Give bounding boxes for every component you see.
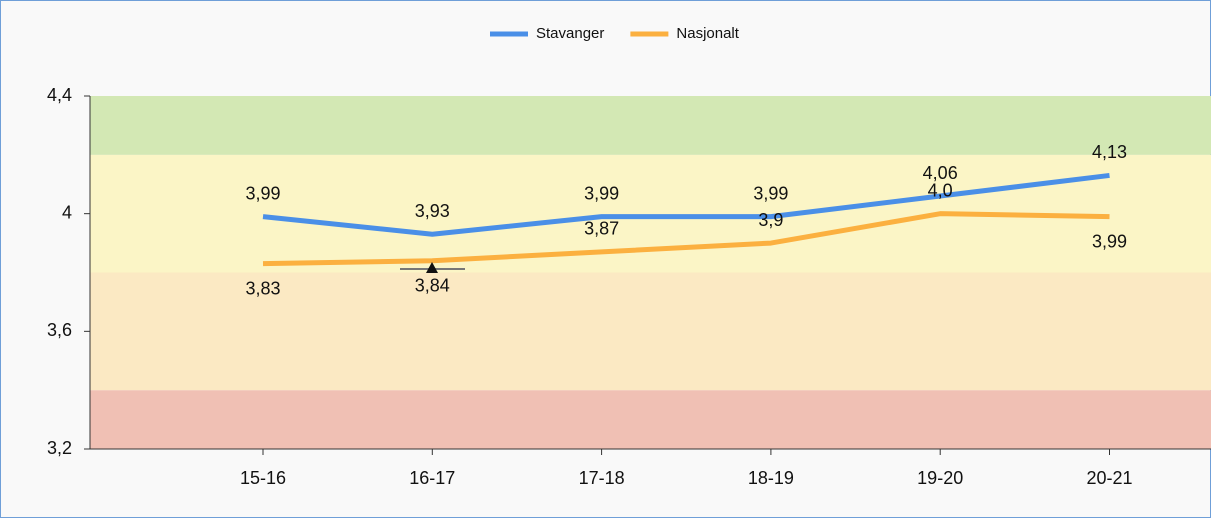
data-label: 3,99 bbox=[584, 183, 619, 203]
x-tick-label: 20-21 bbox=[1086, 468, 1132, 488]
series-line bbox=[262, 172, 1110, 237]
marker bbox=[426, 262, 438, 273]
legend-label: Stavanger bbox=[536, 25, 604, 42]
data-label: 3,9 bbox=[758, 210, 783, 230]
legend-label: Nasjonalt bbox=[676, 25, 739, 42]
data-label: 3,83 bbox=[245, 278, 280, 298]
x-tick-label: 19-20 bbox=[917, 468, 963, 488]
data-label: 4,13 bbox=[1092, 142, 1127, 162]
x-tick-label: 17-18 bbox=[579, 468, 625, 488]
y-tick-label: 3,6 bbox=[47, 320, 72, 340]
series-line bbox=[262, 211, 1110, 267]
data-label: 3,93 bbox=[415, 201, 450, 221]
x-tick-label: 15-16 bbox=[240, 468, 286, 488]
y-tick-label: 4,4 bbox=[47, 85, 72, 105]
data-label: 3,84 bbox=[415, 275, 450, 295]
data-label: 3,99 bbox=[1092, 231, 1127, 251]
data-label: 3,87 bbox=[584, 219, 619, 239]
y-tick-label: 4 bbox=[62, 202, 72, 222]
band bbox=[90, 272, 1211, 391]
y-tick-label: 3,2 bbox=[47, 438, 72, 458]
data-label: 4,0 bbox=[928, 180, 953, 200]
data-label: 3,99 bbox=[245, 183, 280, 203]
data-label: 4,06 bbox=[923, 163, 958, 183]
band bbox=[90, 96, 1211, 155]
data-label: 3,99 bbox=[753, 183, 788, 203]
x-tick-label: 18-19 bbox=[748, 468, 794, 488]
band bbox=[90, 390, 1211, 449]
x-tick-label: 16-17 bbox=[409, 468, 455, 488]
